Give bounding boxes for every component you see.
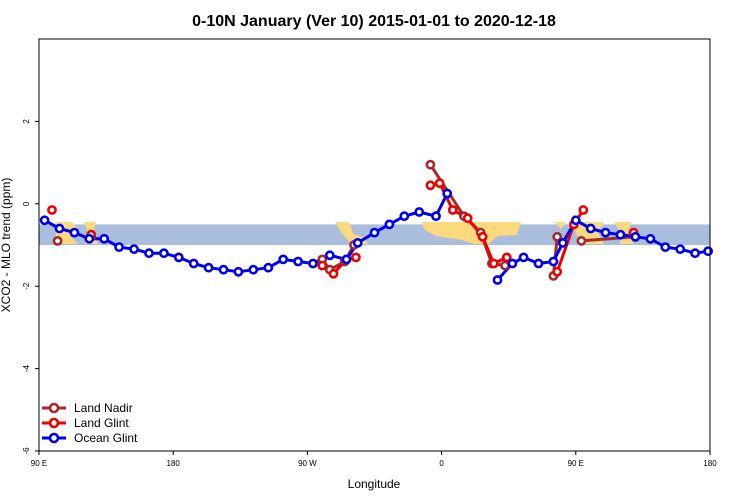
x-tick-label: 90 W bbox=[298, 459, 317, 468]
land-glint-point bbox=[578, 205, 589, 215]
ocean-glint-point bbox=[39, 215, 50, 226]
land-glint-point bbox=[447, 205, 458, 215]
legend-label-land-glint: Land Glint bbox=[74, 416, 129, 430]
legend-label-ocean-glint: Ocean Glint bbox=[74, 431, 138, 445]
land-patch-africa bbox=[421, 222, 521, 244]
chart-title: 0-10N January (Ver 10) 2015-01-01 to 202… bbox=[192, 13, 556, 30]
land-glint-point bbox=[477, 231, 488, 242]
ocean-glint-point bbox=[352, 237, 363, 248]
ocean-glint-point bbox=[99, 233, 110, 244]
land-glint-point bbox=[350, 252, 361, 263]
land-glint-point bbox=[328, 268, 339, 279]
legend-marker-land-glint bbox=[48, 417, 60, 429]
ocean-glint-point bbox=[570, 215, 581, 226]
y-axis-label: XCO2 - MLO trend (ppm) bbox=[0, 178, 13, 313]
y-tick-label: 2 bbox=[22, 119, 31, 124]
ocean-glint-point bbox=[203, 262, 214, 273]
x-axis-label: Longitude bbox=[348, 477, 401, 491]
ocean-glint-point bbox=[263, 262, 274, 273]
series-lines bbox=[43, 163, 709, 282]
ocean-glint-point bbox=[600, 227, 611, 238]
ocean-glint-point bbox=[233, 266, 244, 277]
ocean-glint-point bbox=[69, 227, 80, 238]
x-tick-label: 90 E bbox=[31, 459, 47, 468]
ocean-glint-point bbox=[630, 231, 641, 242]
x-tick-label: 180 bbox=[167, 459, 181, 468]
ocean-glint-point bbox=[144, 248, 154, 259]
land-glint-point bbox=[501, 252, 512, 263]
ocean-glint-point bbox=[414, 207, 425, 217]
land-nadir-line bbox=[581, 235, 636, 243]
legend-label-land-nadir: Land Nadir bbox=[74, 401, 133, 415]
x-tick-label: 180 bbox=[703, 459, 717, 468]
ocean-glint-point bbox=[557, 237, 568, 248]
legend-marker-ocean-glint bbox=[48, 432, 60, 444]
ocean-glint-point bbox=[84, 233, 95, 244]
land-nadir-point bbox=[552, 231, 563, 242]
y-tick-label: -2 bbox=[22, 282, 31, 290]
ocean-glint-point bbox=[660, 242, 671, 252]
land-nadir-point bbox=[425, 159, 436, 170]
ocean-glint-point bbox=[518, 252, 529, 263]
ocean-glint-point bbox=[173, 252, 184, 263]
ocean-glint-point bbox=[442, 188, 453, 199]
x-tick-label: 0 bbox=[439, 459, 444, 468]
plot-frame bbox=[38, 38, 711, 452]
y-tick-label: 0 bbox=[22, 201, 31, 206]
ocean-glint-point bbox=[158, 248, 169, 259]
x-tick-label: 90 E bbox=[568, 459, 584, 468]
series-points bbox=[39, 159, 713, 285]
ocean-glint-point bbox=[399, 211, 410, 222]
ocean-glint-point bbox=[492, 275, 503, 285]
ocean-glint-line bbox=[43, 192, 449, 274]
ocean-glint-point bbox=[308, 258, 318, 269]
ocean-glint-point bbox=[369, 227, 380, 238]
ocean-glint-point bbox=[645, 233, 656, 244]
ocean-glint-line bbox=[496, 218, 709, 282]
ocean-glint-point bbox=[431, 211, 441, 222]
land-nadir-point bbox=[576, 235, 587, 246]
ocean-glint-point bbox=[341, 254, 352, 265]
y-tick-label: -4 bbox=[22, 364, 31, 372]
ocean-glint-point bbox=[703, 246, 713, 257]
ocean-glint-point bbox=[324, 250, 335, 261]
land-glint-point bbox=[425, 180, 436, 191]
land-glint-point bbox=[462, 213, 473, 224]
ocean-glint-point bbox=[615, 229, 626, 240]
ocean-glint-point bbox=[218, 264, 229, 275]
ocean-glint-point bbox=[129, 244, 139, 254]
ocean-glint-point bbox=[278, 254, 289, 265]
land-nadir-point bbox=[52, 235, 63, 246]
land-glint-point bbox=[434, 178, 445, 189]
ocean-glint-point bbox=[188, 258, 199, 269]
land-glint-point bbox=[47, 205, 57, 215]
ocean-glint-point bbox=[54, 223, 65, 234]
land-glint-point bbox=[488, 258, 499, 269]
ocean-glint-point bbox=[384, 219, 395, 230]
ocean-glint-point bbox=[293, 256, 303, 267]
axes: 90 E 180 90 W 0 90 E 180 -6 -4 -2 0 2 bbox=[22, 119, 717, 468]
ocean-glint-point bbox=[548, 256, 559, 267]
land-patch-india bbox=[554, 222, 566, 229]
ocean-glint-point bbox=[675, 244, 686, 254]
ocean-glint-point bbox=[114, 242, 124, 252]
ocean-glint-point bbox=[585, 223, 596, 234]
legend-marker-land-nadir bbox=[48, 402, 60, 414]
ocean-glint-point bbox=[507, 258, 518, 269]
ocean-glint-point bbox=[248, 264, 259, 275]
ocean-glint-point bbox=[533, 258, 544, 269]
y-tick-label: -6 bbox=[22, 447, 31, 455]
ocean-glint-point bbox=[690, 248, 700, 259]
land-glint-point bbox=[317, 260, 328, 271]
land-glint-point bbox=[552, 266, 563, 277]
